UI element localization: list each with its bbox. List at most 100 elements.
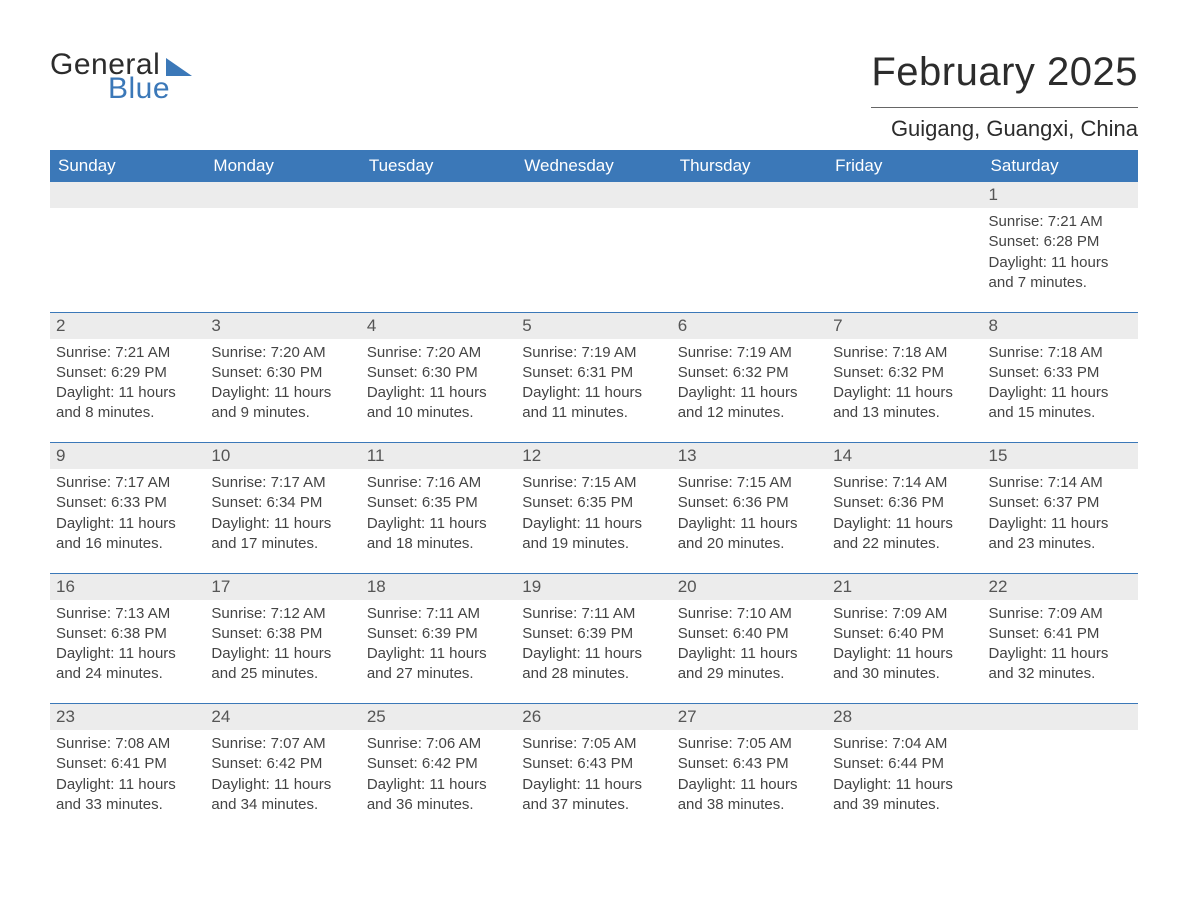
calendar-cell — [361, 182, 516, 312]
daylight-line: Daylight: 11 hours and 23 minutes. — [989, 514, 1132, 555]
brand-word-2: Blue — [108, 74, 192, 104]
daylight-line: Daylight: 11 hours and 38 minutes. — [678, 775, 821, 816]
daylight-line: Daylight: 11 hours and 9 minutes. — [211, 383, 354, 424]
day-number — [516, 182, 671, 208]
day-details: Sunrise: 7:14 AMSunset: 6:36 PMDaylight:… — [827, 469, 982, 560]
sunrise-line: Sunrise: 7:09 AM — [989, 604, 1132, 624]
sunset-line: Sunset: 6:39 PM — [522, 624, 665, 644]
day-number: 15 — [983, 443, 1138, 469]
location-label: Guigang, Guangxi, China — [871, 116, 1138, 142]
calendar-cell: 17Sunrise: 7:12 AMSunset: 6:38 PMDayligh… — [205, 574, 360, 704]
sunset-line: Sunset: 6:44 PM — [833, 754, 976, 774]
sunrise-line: Sunrise: 7:18 AM — [989, 343, 1132, 363]
sunset-line: Sunset: 6:32 PM — [678, 363, 821, 383]
weekday-header: Sunday — [50, 150, 205, 182]
day-number: 22 — [983, 574, 1138, 600]
sunrise-line: Sunrise: 7:17 AM — [211, 473, 354, 493]
sunrise-line: Sunrise: 7:13 AM — [56, 604, 199, 624]
daylight-line: Daylight: 11 hours and 33 minutes. — [56, 775, 199, 816]
calendar-cell — [827, 182, 982, 312]
sunrise-line: Sunrise: 7:11 AM — [367, 604, 510, 624]
sunset-line: Sunset: 6:29 PM — [56, 363, 199, 383]
calendar-cell: 14Sunrise: 7:14 AMSunset: 6:36 PMDayligh… — [827, 443, 982, 573]
sunset-line: Sunset: 6:41 PM — [56, 754, 199, 774]
sunset-line: Sunset: 6:42 PM — [367, 754, 510, 774]
day-details: Sunrise: 7:08 AMSunset: 6:41 PMDaylight:… — [50, 730, 205, 821]
title-block: February 2025 Guigang, Guangxi, China — [871, 50, 1138, 142]
daylight-line: Daylight: 11 hours and 28 minutes. — [522, 644, 665, 685]
calendar-cell: 2Sunrise: 7:21 AMSunset: 6:29 PMDaylight… — [50, 313, 205, 443]
calendar-cell: 23Sunrise: 7:08 AMSunset: 6:41 PMDayligh… — [50, 704, 205, 834]
daylight-line: Daylight: 11 hours and 20 minutes. — [678, 514, 821, 555]
sunset-line: Sunset: 6:31 PM — [522, 363, 665, 383]
calendar-cell: 9Sunrise: 7:17 AMSunset: 6:33 PMDaylight… — [50, 443, 205, 573]
sunset-line: Sunset: 6:30 PM — [211, 363, 354, 383]
title-rule — [871, 107, 1138, 108]
brand-logo: General Blue — [50, 50, 192, 104]
day-number: 12 — [516, 443, 671, 469]
sunrise-line: Sunrise: 7:06 AM — [367, 734, 510, 754]
sunset-line: Sunset: 6:39 PM — [367, 624, 510, 644]
sunset-line: Sunset: 6:41 PM — [989, 624, 1132, 644]
daylight-line: Daylight: 11 hours and 32 minutes. — [989, 644, 1132, 685]
weekday-header-row: Sunday Monday Tuesday Wednesday Thursday… — [50, 150, 1138, 182]
sunrise-line: Sunrise: 7:05 AM — [522, 734, 665, 754]
sunrise-line: Sunrise: 7:07 AM — [211, 734, 354, 754]
sunset-line: Sunset: 6:35 PM — [367, 493, 510, 513]
daylight-line: Daylight: 11 hours and 34 minutes. — [211, 775, 354, 816]
day-number: 11 — [361, 443, 516, 469]
day-number: 1 — [983, 182, 1138, 208]
day-details: Sunrise: 7:12 AMSunset: 6:38 PMDaylight:… — [205, 600, 360, 691]
sunrise-line: Sunrise: 7:16 AM — [367, 473, 510, 493]
calendar-week-row: 23Sunrise: 7:08 AMSunset: 6:41 PMDayligh… — [50, 704, 1138, 834]
weekday-header: Monday — [205, 150, 360, 182]
weekday-header: Thursday — [672, 150, 827, 182]
calendar-week-row: 1Sunrise: 7:21 AMSunset: 6:28 PMDaylight… — [50, 182, 1138, 312]
calendar-cell: 16Sunrise: 7:13 AMSunset: 6:38 PMDayligh… — [50, 574, 205, 704]
calendar-cell — [205, 182, 360, 312]
day-details: Sunrise: 7:09 AMSunset: 6:40 PMDaylight:… — [827, 600, 982, 691]
calendar-week-row: 9Sunrise: 7:17 AMSunset: 6:33 PMDaylight… — [50, 443, 1138, 573]
sunset-line: Sunset: 6:35 PM — [522, 493, 665, 513]
sunrise-line: Sunrise: 7:21 AM — [989, 212, 1132, 232]
calendar-cell: 13Sunrise: 7:15 AMSunset: 6:36 PMDayligh… — [672, 443, 827, 573]
daylight-line: Daylight: 11 hours and 24 minutes. — [56, 644, 199, 685]
day-details: Sunrise: 7:05 AMSunset: 6:43 PMDaylight:… — [516, 730, 671, 821]
day-details: Sunrise: 7:20 AMSunset: 6:30 PMDaylight:… — [361, 339, 516, 430]
day-number: 8 — [983, 313, 1138, 339]
daylight-line: Daylight: 11 hours and 18 minutes. — [367, 514, 510, 555]
sunrise-line: Sunrise: 7:10 AM — [678, 604, 821, 624]
daylight-line: Daylight: 11 hours and 36 minutes. — [367, 775, 510, 816]
calendar-cell: 1Sunrise: 7:21 AMSunset: 6:28 PMDaylight… — [983, 182, 1138, 312]
calendar-cell: 20Sunrise: 7:10 AMSunset: 6:40 PMDayligh… — [672, 574, 827, 704]
sunrise-line: Sunrise: 7:20 AM — [211, 343, 354, 363]
sunrise-line: Sunrise: 7:15 AM — [522, 473, 665, 493]
sunrise-line: Sunrise: 7:17 AM — [56, 473, 199, 493]
daylight-line: Daylight: 11 hours and 19 minutes. — [522, 514, 665, 555]
weekday-header: Friday — [827, 150, 982, 182]
daylight-line: Daylight: 11 hours and 27 minutes. — [367, 644, 510, 685]
daylight-line: Daylight: 11 hours and 39 minutes. — [833, 775, 976, 816]
day-details: Sunrise: 7:18 AMSunset: 6:32 PMDaylight:… — [827, 339, 982, 430]
sunrise-line: Sunrise: 7:20 AM — [367, 343, 510, 363]
day-details: Sunrise: 7:06 AMSunset: 6:42 PMDaylight:… — [361, 730, 516, 821]
sunrise-line: Sunrise: 7:21 AM — [56, 343, 199, 363]
day-number — [50, 182, 205, 208]
day-details: Sunrise: 7:17 AMSunset: 6:33 PMDaylight:… — [50, 469, 205, 560]
day-number: 14 — [827, 443, 982, 469]
daylight-line: Daylight: 11 hours and 12 minutes. — [678, 383, 821, 424]
day-number — [983, 704, 1138, 730]
daylight-line: Daylight: 11 hours and 16 minutes. — [56, 514, 199, 555]
day-details: Sunrise: 7:14 AMSunset: 6:37 PMDaylight:… — [983, 469, 1138, 560]
day-number: 20 — [672, 574, 827, 600]
weekday-header: Wednesday — [516, 150, 671, 182]
sunset-line: Sunset: 6:30 PM — [367, 363, 510, 383]
sunrise-line: Sunrise: 7:09 AM — [833, 604, 976, 624]
calendar-week-row: 16Sunrise: 7:13 AMSunset: 6:38 PMDayligh… — [50, 574, 1138, 704]
day-number: 2 — [50, 313, 205, 339]
day-details: Sunrise: 7:21 AMSunset: 6:28 PMDaylight:… — [983, 208, 1138, 299]
calendar-cell: 27Sunrise: 7:05 AMSunset: 6:43 PMDayligh… — [672, 704, 827, 834]
calendar-cell — [50, 182, 205, 312]
day-number — [672, 182, 827, 208]
calendar-cell: 28Sunrise: 7:04 AMSunset: 6:44 PMDayligh… — [827, 704, 982, 834]
